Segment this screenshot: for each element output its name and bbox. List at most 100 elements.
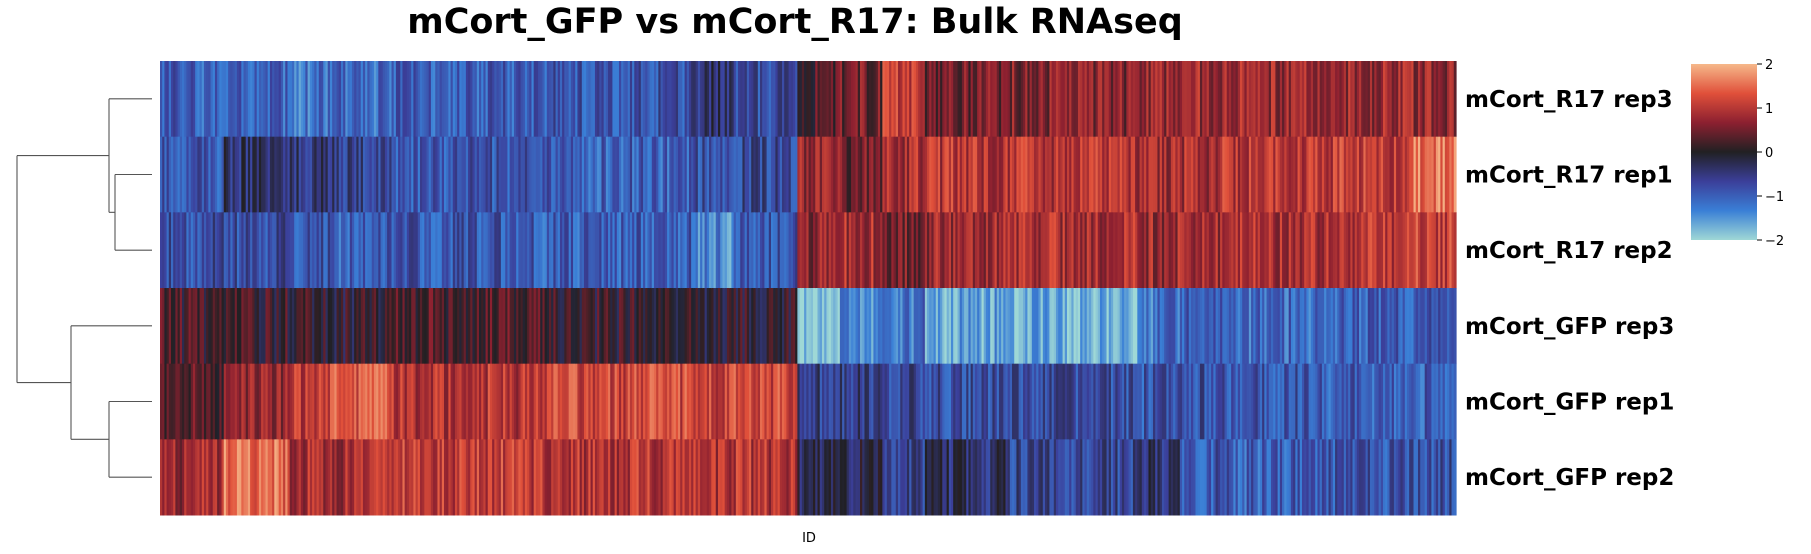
heatmap-cell [662, 439, 666, 516]
heatmap-cell [709, 136, 712, 213]
heatmap-cell [992, 136, 996, 213]
heatmap-cell [1077, 288, 1081, 365]
heatmap-cell [507, 61, 511, 138]
heatmap-cell [871, 61, 875, 138]
heatmap-cell [258, 212, 262, 289]
heatmap-cell [680, 136, 683, 213]
heatmap-cell [1213, 61, 1217, 138]
heatmap-cell [1435, 288, 1439, 365]
heatmap-cell [307, 363, 311, 440]
colorbar-tick-label: 0 [1765, 146, 1773, 161]
heatmap-cell [828, 288, 832, 365]
heatmap-cell [862, 288, 866, 365]
heatmap-cell [775, 136, 779, 213]
heatmap-cell [742, 212, 746, 289]
heatmap-cell [1020, 288, 1024, 365]
heatmap-cell [929, 363, 932, 440]
heatmap-cell [181, 212, 185, 289]
heatmap-cell [992, 61, 996, 138]
heatmap-cell [496, 212, 500, 289]
heatmap-cell [206, 61, 209, 138]
heatmap-cell [1195, 439, 1199, 516]
heatmap-cell [511, 439, 515, 516]
heatmap-cell [680, 288, 683, 365]
heatmap-cell [871, 212, 875, 289]
heatmap-cell [614, 288, 618, 365]
heatmap-cell [695, 439, 699, 516]
heatmap-cell [1237, 136, 1241, 213]
heatmap-cell [1108, 61, 1112, 138]
heatmap-cell [1429, 288, 1432, 365]
heatmap-cell [192, 439, 196, 516]
heatmap-cell [465, 61, 469, 138]
heatmap-cell [228, 288, 231, 365]
heatmap-cell [217, 212, 220, 289]
heatmap-cell [751, 363, 755, 440]
heatmap-cell [1411, 61, 1415, 138]
heatmap-cell [1324, 212, 1327, 289]
heatmap-cell [1152, 439, 1156, 516]
heatmap-cell [225, 363, 229, 440]
heatmap-cell [338, 61, 342, 138]
heatmap-cell [380, 61, 384, 138]
heatmap-cell [790, 363, 794, 440]
heatmap-cell [241, 136, 245, 213]
heatmap-cell [367, 439, 371, 516]
heatmap-cell [160, 288, 163, 365]
row-label: mCort_GFP rep1 [1465, 390, 1674, 416]
heatmap-cell [186, 363, 190, 440]
heatmap-cell [1442, 61, 1446, 138]
heatmap-cell [915, 288, 919, 365]
heatmap-cell [424, 439, 428, 516]
heatmap-cell [1075, 61, 1079, 138]
heatmap-cell [430, 439, 434, 516]
heatmap-cell [682, 439, 686, 516]
heatmap-cell [1295, 212, 1299, 289]
heatmap-cell [524, 363, 528, 440]
heatmap-cell [1071, 288, 1075, 365]
heatmap-cell [981, 288, 985, 365]
heatmap-cell [360, 212, 364, 289]
heatmap-cell [786, 61, 790, 138]
heatmap-cell [272, 136, 275, 213]
heatmap-cell [706, 136, 710, 213]
heatmap-cell [579, 363, 583, 440]
heatmap-cell [1119, 136, 1123, 213]
heatmap-cell [817, 439, 821, 516]
heatmap-cell [733, 363, 737, 440]
heatmap-cell [559, 288, 563, 365]
heatmap-cell [1173, 136, 1176, 213]
heatmap-cell [245, 61, 249, 138]
heatmap-cell [1179, 288, 1183, 365]
heatmap-cell [439, 439, 443, 516]
heatmap-cell [751, 288, 755, 365]
heatmap-cell [298, 439, 302, 516]
heatmap-cell [1062, 61, 1066, 138]
heatmap-cell [673, 61, 677, 138]
heatmap-cell [957, 61, 961, 138]
heatmap-cell [733, 61, 737, 138]
heatmap-cell [1341, 439, 1345, 516]
heatmap-cell [274, 363, 278, 440]
heatmap-cell [1045, 439, 1048, 516]
heatmap-cell [1304, 61, 1307, 138]
heatmap-cell [1202, 288, 1206, 365]
heatmap-cell [904, 288, 908, 365]
heatmap-cell [1115, 288, 1119, 365]
heatmap-cell [979, 363, 983, 440]
heatmap-cell [773, 61, 776, 138]
heatmap-cell [463, 288, 467, 365]
heatmap-cell [1411, 212, 1415, 289]
heatmap-cell [1389, 439, 1393, 516]
heatmap-cell [795, 212, 798, 289]
heatmap-cell [1369, 212, 1373, 289]
heatmap-cell [1042, 288, 1046, 365]
heatmap-cell [409, 439, 412, 516]
heatmap-cell [522, 439, 526, 516]
heatmap-cell [1179, 136, 1183, 213]
heatmap-cell [404, 363, 408, 440]
heatmap-cell [503, 136, 506, 213]
heatmap-cell [581, 212, 585, 289]
heatmap-cell [1062, 136, 1066, 213]
heatmap-cell [1359, 61, 1362, 138]
